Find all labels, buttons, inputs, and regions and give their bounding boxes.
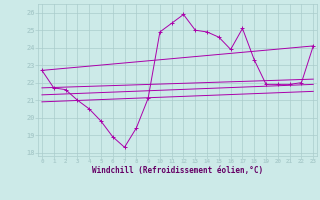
X-axis label: Windchill (Refroidissement éolien,°C): Windchill (Refroidissement éolien,°C)	[92, 166, 263, 175]
